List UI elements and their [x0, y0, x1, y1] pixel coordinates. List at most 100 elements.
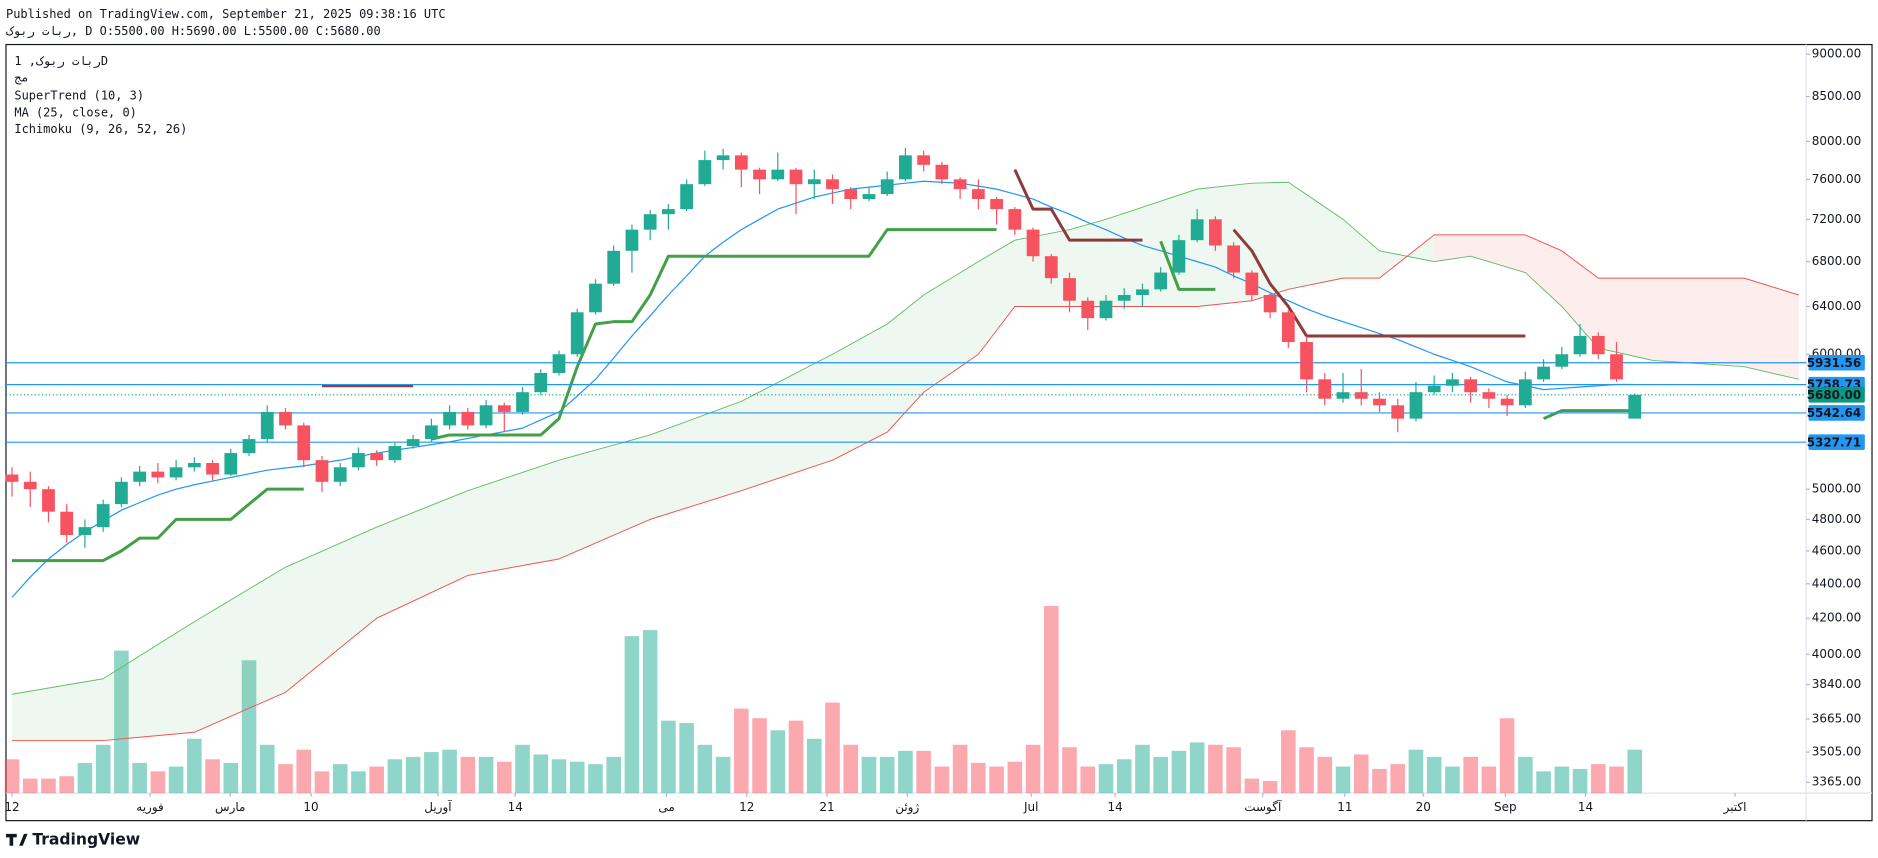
candle-body	[971, 189, 985, 200]
candle-body	[424, 425, 438, 440]
volume-bar	[1627, 749, 1643, 794]
legend-symbol: ربات ربوک, 1D	[14, 54, 108, 69]
candle-body	[78, 527, 92, 535]
volume-bar	[1463, 756, 1478, 794]
candle-body	[935, 164, 949, 180]
cloud-fill	[1744, 278, 1799, 380]
candle-body	[388, 446, 402, 461]
candle-body	[315, 460, 329, 482]
x-tick-label: 14	[1107, 800, 1122, 814]
volume-bar	[1335, 766, 1351, 794]
candle-body	[1537, 366, 1550, 380]
x-tick-label: 21	[819, 800, 834, 814]
candle-body	[1081, 300, 1095, 319]
volume-bar	[715, 756, 731, 794]
volume-bar	[569, 761, 585, 794]
volume-bar	[1572, 768, 1588, 794]
candle-body	[862, 194, 876, 200]
legend-supertrend: SuperTrend (10, 3)	[14, 89, 144, 103]
candle-body	[133, 471, 147, 482]
volume-bar	[1116, 759, 1132, 794]
cloud-fill	[923, 261, 979, 393]
volume-bar	[278, 764, 293, 794]
candle-body	[1573, 335, 1587, 355]
volume-bar	[1226, 747, 1241, 794]
candle-body	[680, 184, 694, 210]
volume-bar	[515, 744, 530, 794]
candle-body	[1300, 342, 1313, 380]
volume-bar	[1299, 747, 1314, 794]
volume-bar	[168, 766, 184, 794]
volume-bar	[752, 718, 767, 794]
candle-body	[169, 467, 183, 478]
legend-subtitle: مج	[14, 71, 28, 85]
candle-body	[1318, 379, 1332, 399]
candle-body	[1209, 219, 1222, 246]
volume-bar	[934, 766, 950, 794]
candle-body	[880, 179, 894, 195]
y-tick-label: 3665.00	[1812, 712, 1862, 726]
candle-body	[734, 155, 748, 170]
x-tick-label: Sep	[1494, 800, 1517, 814]
cloud-fill	[978, 240, 1015, 355]
cloud-fill	[1197, 183, 1252, 307]
price-label-box	[1808, 434, 1865, 450]
x-tick-label: 10	[303, 800, 318, 814]
y-tick-label: 4200.00	[1812, 611, 1862, 625]
footer-brand: TradingView	[32, 830, 140, 848]
volume-bar	[460, 756, 476, 794]
volume-bar	[332, 764, 348, 794]
volume-bar	[661, 720, 676, 794]
candle-body	[807, 179, 821, 185]
cloud-fill	[103, 621, 195, 741]
candle-body	[151, 471, 165, 478]
candle-body	[716, 155, 730, 161]
volume-bar	[1098, 764, 1114, 794]
cloud-fill	[12, 678, 104, 741]
candle-body	[461, 411, 475, 426]
candle-body	[917, 155, 931, 165]
candle-body	[1245, 272, 1259, 296]
volume-bar	[1445, 766, 1460, 794]
volume-bar	[1262, 781, 1278, 794]
candle-body	[60, 511, 74, 535]
volume-bar	[1390, 764, 1406, 794]
volume-bar	[241, 660, 257, 794]
candle-body	[753, 169, 766, 180]
candle-body	[698, 160, 712, 185]
candle-body	[23, 481, 37, 490]
candle-body	[643, 214, 657, 230]
published-line: Published on TradingView.com, September …	[6, 7, 446, 21]
candle-body	[1446, 379, 1459, 386]
candle-body	[1008, 209, 1022, 230]
candle-body	[96, 504, 110, 528]
price-label-box	[1808, 354, 1865, 371]
indicator-legend: ربات ربوک, 1D مج SuperTrend (10, 3) MA (…	[14, 54, 187, 136]
candle-body	[1555, 354, 1569, 367]
x-tick-label: آگوست	[1244, 799, 1282, 815]
candle-body	[1117, 295, 1131, 301]
volume-bar	[77, 762, 93, 794]
candle-body	[260, 411, 274, 440]
candle-body	[625, 229, 639, 251]
cloud-fill	[1251, 182, 1289, 301]
volume-bar	[4, 759, 20, 794]
volume-bar	[1554, 766, 1570, 794]
y-tick-label: 6800.00	[1812, 254, 1862, 268]
volume-bar	[533, 754, 549, 794]
cloud-fill	[741, 354, 833, 491]
cloud-fill	[650, 401, 742, 520]
volume-bar	[1426, 756, 1442, 794]
cloud-fill	[1288, 182, 1344, 290]
volume-bar	[205, 759, 220, 794]
candle-body	[242, 439, 256, 454]
candle-body	[771, 169, 785, 180]
candle-body	[534, 372, 548, 393]
candle-body	[297, 425, 311, 461]
candle-body	[1026, 229, 1040, 257]
candle-body	[1190, 219, 1204, 241]
volume-bar	[1481, 766, 1497, 794]
candle-body	[370, 453, 384, 461]
x-tick-label: 14	[1578, 800, 1593, 814]
